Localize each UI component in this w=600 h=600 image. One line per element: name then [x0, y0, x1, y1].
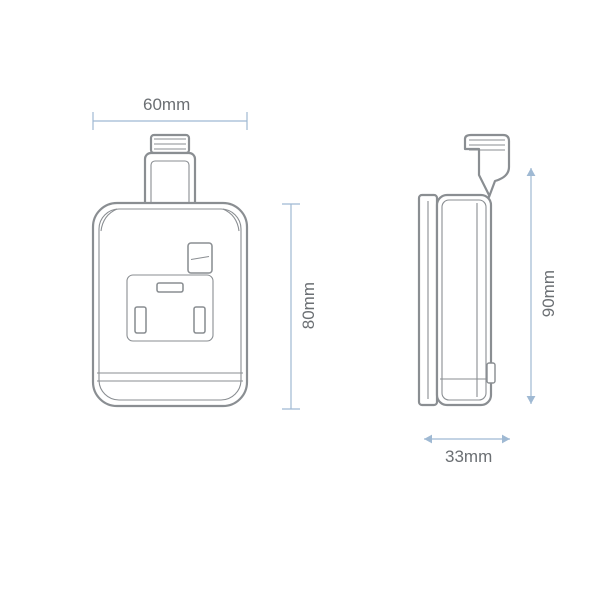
- dim-front-height: 80mm: [299, 282, 319, 329]
- dim-side-height: 90mm: [539, 270, 559, 317]
- dim-front-width: 60mm: [143, 95, 190, 115]
- dim-side-width: 33mm: [445, 447, 492, 467]
- dimension-diagram: { "diagram": { "type": "technical-dimens…: [0, 0, 600, 600]
